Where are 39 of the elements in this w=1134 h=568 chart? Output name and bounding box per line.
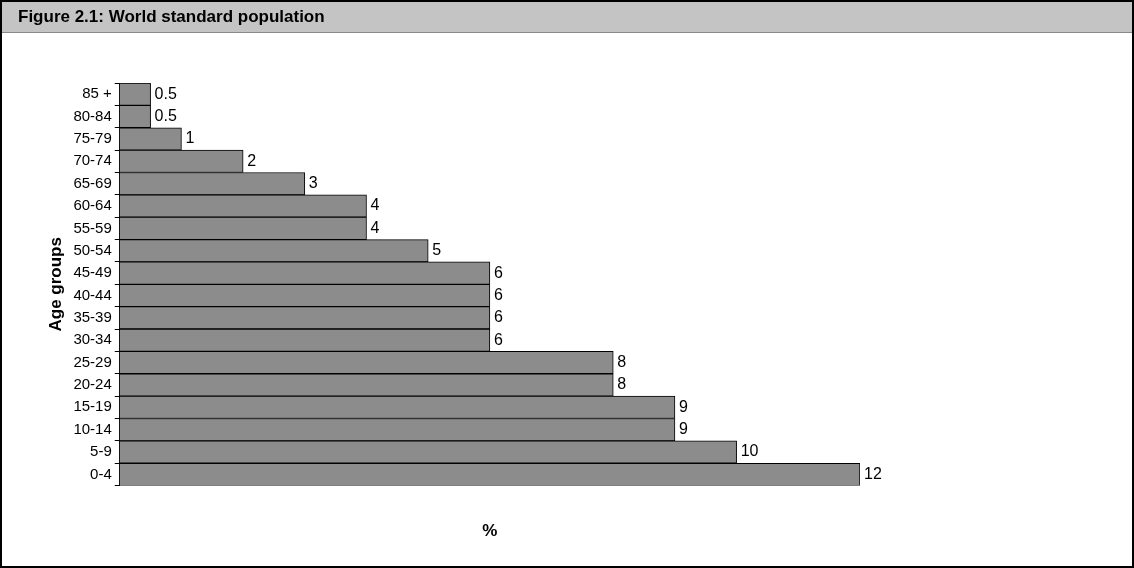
y-tick-label: 35-39 [73,307,112,325]
y-tick-label: 55-59 [73,218,112,236]
y-tick-label: 30-34 [73,330,112,348]
data-label: 8 [617,352,627,370]
y-tick-label: 65-69 [73,173,112,191]
y-axis-title: Age groups [45,237,65,332]
y-tick-label: 80-84 [73,106,112,124]
data-label: 0.5 [154,84,177,102]
y-tick-label: 0-4 [90,464,112,482]
y-tick-label: 10-14 [73,419,112,437]
data-label: 6 [493,308,503,326]
y-tick-label: 20-24 [73,375,112,393]
y-tick-label: 40-44 [73,285,112,303]
data-label: 1 [185,129,195,147]
data-label: 4 [370,196,380,214]
y-tick-label: 85 + [82,84,112,102]
data-label: 6 [493,263,503,281]
data-label: 9 [678,397,688,415]
data-label: 2 [247,151,257,169]
data-label: 10 [740,442,759,460]
data-label: 4 [370,218,380,236]
y-tick-label: 70-74 [73,151,112,169]
data-label: 6 [493,285,503,303]
data-label: 9 [678,420,688,438]
y-tick-label: 75-79 [73,129,112,147]
x-axis-title: % [482,521,498,541]
chart-title: Figure 2.1: World standard population [2,2,1132,33]
y-tick-label: 60-64 [73,196,112,214]
data-label: 6 [493,330,503,348]
data-label: 5 [432,241,442,259]
data-label: 12 [864,464,882,482]
data-label: 3 [308,174,318,192]
y-tick-label: 50-54 [73,240,112,258]
data-label: 0.5 [154,106,177,124]
y-tick-label: 5-9 [90,442,112,460]
data-label: 8 [617,375,627,393]
y-tick-label: 15-19 [73,397,112,415]
y-tick-label: 25-29 [73,352,112,370]
y-tick-label: 45-49 [73,263,112,281]
